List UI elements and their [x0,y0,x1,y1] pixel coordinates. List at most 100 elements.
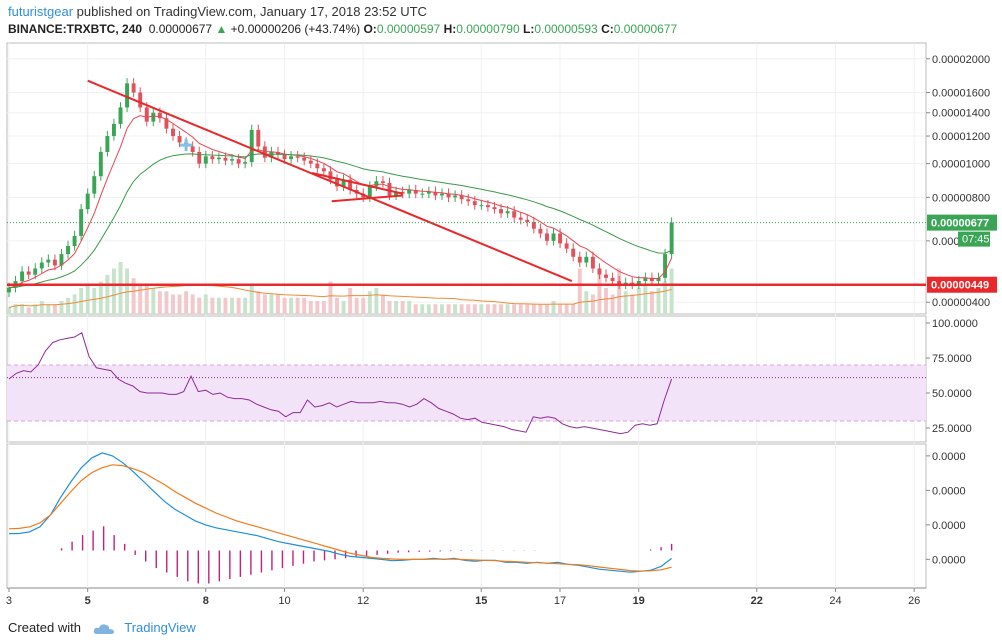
volume-bar [151,288,156,314]
candle-body [413,189,418,194]
candle-body [256,129,261,147]
volume-bar [321,301,326,314]
candle-body [649,277,654,282]
candle-body [164,118,169,129]
volume-bar [433,304,438,314]
volume-bar [13,304,18,314]
x-tick-label: 17 [554,595,566,607]
volume-bar [335,297,339,314]
volume-bar [66,297,70,314]
candle-body [249,129,254,163]
support-price-label: 0.00000449 [931,280,989,292]
volume-bar [295,297,300,314]
candle-body [492,207,497,210]
candle-body [367,186,372,198]
author-link[interactable]: futuristgear [8,4,74,19]
candle-body [544,233,549,241]
tradingview-brand[interactable]: TradingView [124,620,196,635]
volume-bar [394,301,399,314]
x-tick-label: 8 [203,595,209,607]
volume-bar [282,297,287,314]
close-value: 0.00000677 [613,22,678,36]
candle-body [341,179,346,187]
volume-bar [558,304,563,314]
candle-body [525,219,530,222]
volume-bar [164,291,169,314]
volume-bar [531,304,536,314]
x-tick-label: 12 [357,595,369,607]
candle-body [92,176,97,194]
volume-bar [315,301,320,314]
volume-bar [380,294,385,314]
candle-body [479,205,484,207]
candle-body [374,181,379,187]
y-tick-label: 0.00001200 [932,131,990,143]
x-tick-label: 15 [475,595,487,607]
volume-bar [485,304,490,314]
candle-body [499,209,504,214]
candle-body [420,193,425,195]
symbol-label: BINANCE:TRXBTC, 240 [8,22,143,36]
volume-bar [111,268,116,314]
volume-bar [269,294,274,314]
candle-body [328,171,333,180]
volume-bar [125,268,130,314]
candle-body [216,157,221,160]
volume-bar [525,304,530,314]
open-label: O: [363,22,377,36]
candle-body [485,205,490,208]
volume-bar [512,304,517,314]
volume-bar [636,288,641,314]
candle-body [459,195,464,200]
volume-bar [184,291,189,314]
volume-bar [472,304,477,314]
candle-body [230,159,235,161]
publish-text: published on TradingView.com, January 17… [76,4,427,19]
candle-body [466,199,471,202]
candle-body [617,281,622,285]
publish-header: futuristgear published on TradingView.co… [8,4,427,19]
candle-body [197,151,202,164]
candle-body [308,160,313,164]
volume-bar [361,297,366,314]
candle-body [52,259,57,266]
last-price-tag [927,214,997,231]
y-tick-label: 0.00001400 [932,108,990,120]
volume-bar [131,278,136,314]
volume-bar [656,288,661,314]
volume-bar [577,268,582,314]
candle-body [518,217,523,220]
candle-body [531,221,536,229]
candle-body [610,277,615,282]
candle-body [387,182,392,196]
y-tick-label: 0.00000800 [932,192,990,204]
volume-bar [617,268,622,314]
candle-body [203,156,208,164]
y-tick-label: 0.00000400 [932,297,990,309]
volume-bar [92,288,97,314]
candle-body [269,151,274,158]
rsi-line [8,332,673,435]
candle-body [72,235,77,247]
volume-bar [590,294,595,314]
volume-bar [571,304,576,314]
volume-bar [59,301,64,314]
macd-tick-label: 0.0000 [932,554,966,566]
candle-body [282,154,287,160]
volume-bar [354,297,359,314]
symbol-header: BINANCE:TRXBTC, 240 0.00000677 ▲ +0.0000… [8,22,677,36]
candle-body [177,136,182,143]
candle-body [643,277,648,282]
candle-body [472,201,477,206]
volume-bar [52,304,57,314]
volume-bar [420,304,425,314]
volume-bar [551,301,556,314]
candle-body [564,243,569,249]
open-value: 0.00000597 [376,22,441,36]
y-tick-label: 0.00002000 [932,54,990,66]
close-label: C: [601,22,614,36]
candle-body [577,256,582,263]
trend-line [331,194,403,203]
candle-body [571,248,576,257]
